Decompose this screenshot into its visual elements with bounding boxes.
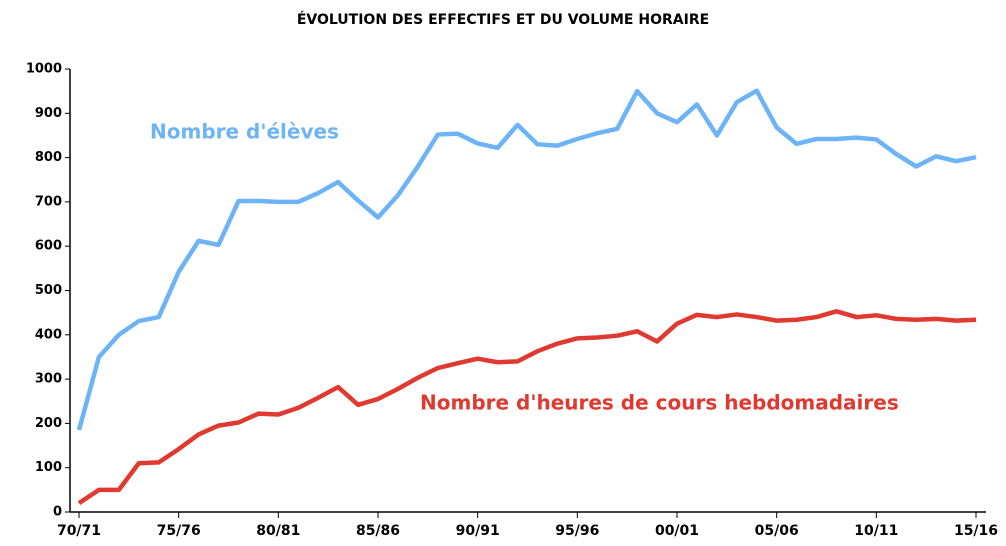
x-tick-label: 80/81 [256,523,300,539]
x-tick-label: 70/71 [57,523,101,539]
x-tick-label: 10/11 [854,523,898,539]
chart-title: ÉVOLUTION DES EFFECTIFS ET DU VOLUME HOR… [297,11,709,28]
y-tick-label: 700 [35,194,62,209]
y-tick-label: 300 [35,372,62,387]
y-tick-label: 1000 [26,62,62,77]
x-tick-label: 85/86 [356,523,400,539]
y-tick-label: 800 [35,150,62,165]
y-tick-label: 200 [35,416,62,431]
y-tick-label: 0 [53,505,62,520]
x-tick-label: 15/16 [954,523,998,539]
line-series [77,309,977,506]
series-label: Nombre d'élèves [150,120,339,144]
line-series [76,88,977,431]
x-tick-label: 95/96 [555,523,599,539]
x-tick-label: 00/01 [655,523,699,539]
y-tick-label: 400 [35,327,62,342]
series-label: Nombre d'heures de cours hebdomadaires [420,391,899,415]
y-tick-label: 900 [35,106,62,121]
x-tick-label: 90/91 [456,523,500,539]
y-tick-label: 500 [35,283,62,298]
x-tick-label: 75/76 [157,523,201,539]
x-tick-label: 05/06 [755,523,799,539]
y-tick-label: 600 [35,239,62,254]
y-tick-label: 100 [35,460,62,475]
